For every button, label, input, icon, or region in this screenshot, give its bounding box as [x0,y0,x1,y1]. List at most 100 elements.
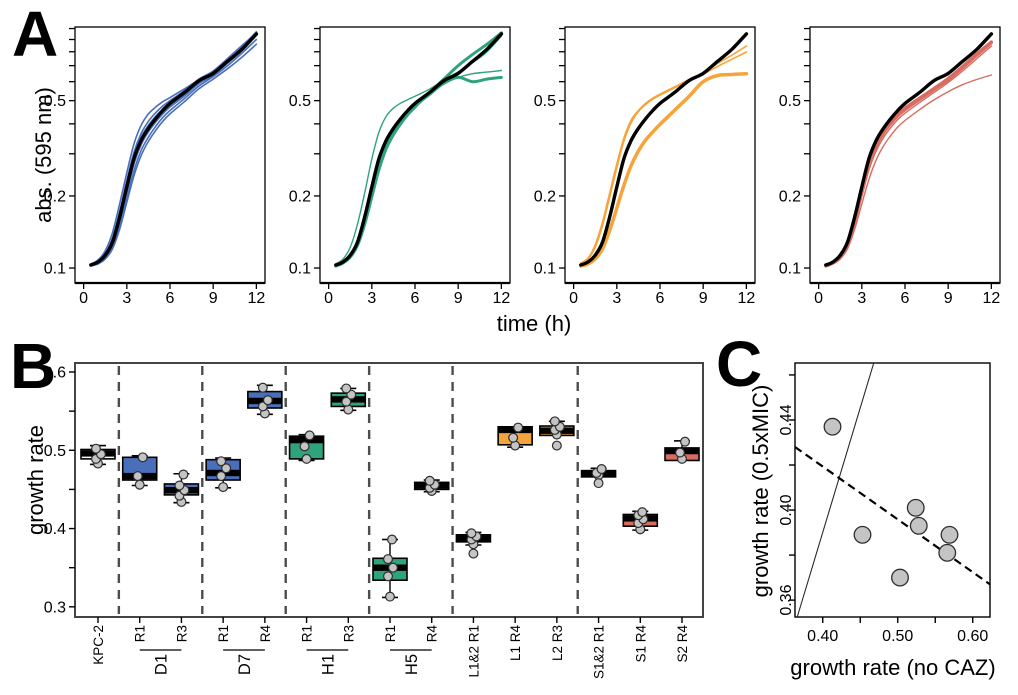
data-point [637,507,648,518]
box-group [205,456,241,493]
data-point [132,471,143,482]
panel-a-x-axis-title: time (h) [496,311,572,336]
scatter-point [909,516,928,535]
x-tick-label: 9 [454,290,463,307]
y-tick-label: 0.5 [44,443,66,460]
panel-c-label: C [716,328,763,400]
y-tick-label: 0.6 [44,365,66,382]
group-label: D1 [153,654,171,675]
box-group [413,475,450,496]
scatter-point [823,417,842,436]
y-tick-label: 0.5 [534,93,556,110]
x-tick-label: 12 [982,290,1000,307]
x-tick-label: S1&2 R1 [592,625,607,679]
data-point [218,482,229,493]
y-tick-label: 0.40 [778,494,795,525]
y-tick-label: 0.1 [44,261,66,278]
panel-b-label: B [10,330,57,402]
scatter-point [938,543,957,562]
x-tick-label: 9 [209,290,218,307]
x-tick-label: R3 [174,625,189,642]
growth-subplot-4: 0.1 0.2 0.5 0 3 6 9 12 [779,26,1001,307]
data-point [424,475,435,486]
scatter-point [940,525,959,544]
data-point [341,383,352,394]
x-tick-label: R1 [133,625,148,642]
data-point [221,463,232,474]
plot-frame [564,26,756,284]
x-tick-label: 9 [944,290,953,307]
scatter-point [906,498,925,517]
y-tick-label: 0.36 [778,584,795,615]
replicate-curve [90,43,258,267]
y-tick-label: 0.44 [778,404,795,435]
panel-c-y-axis-title: growth rate (0.5xMIC) [748,384,773,598]
trend-line [794,446,991,586]
x-tick-label: 9 [699,290,708,307]
data-point [90,443,101,454]
boxplot-panel: 0.3 0.4 0.5 0.6 KPC-2 R1 R3 R1 R4 R1 R3 R1 R4 L1&2 R1… [44,362,704,679]
panel-a-y-axis-title: abs. (595 nm) [31,87,56,223]
y-tick-label: 0.5 [44,93,66,110]
x-tick-label: 0.40 [807,628,838,645]
x-tick-label: 0 [814,290,823,307]
x-tick-label: 3 [857,290,866,307]
plot-frame [319,26,511,284]
data-point [299,441,310,452]
data-point [549,416,560,427]
x-tick-label: 0.60 [957,628,988,645]
plot-frame [794,362,991,618]
data-point [388,562,399,573]
growth-subplot-1: 0.1 0.2 0.5 0 3 6 9 12 [44,26,266,307]
x-tick-label: 12 [492,290,510,307]
x-tick-label: 3 [122,290,131,307]
y-tick-label: 0.5 [779,93,801,110]
data-point [341,396,352,407]
x-tick-label: 6 [656,290,665,307]
x-tick-label: KPC-2 [91,625,106,665]
data-point [383,571,394,582]
outlier-point [551,440,562,451]
y-tick-label: 0.3 [44,599,66,616]
data-point [385,591,396,602]
data-point [596,464,607,475]
x-tick-label: L1 R4 [508,625,523,662]
x-tick-label: 0 [79,290,88,307]
x-tick-label: S2 R4 [675,625,690,663]
box-group [330,383,367,415]
replicate-curve [825,74,993,267]
data-point [137,452,148,463]
data-point [466,528,477,539]
x-tick-label: R4 [258,625,273,643]
x-tick-label: 6 [901,290,910,307]
mean-curve [824,32,994,267]
y-tick-label: 0.1 [534,261,556,278]
x-tick-label: R1 [300,625,315,642]
plot-frame [809,26,1001,284]
x-tick-label: R1 [383,625,398,642]
box-group [539,416,575,451]
x-tick-label: 6 [166,290,175,307]
x-tick-label: L2 R3 [550,625,565,661]
x-tick-label: L1&2 R1 [466,625,481,678]
box-group [121,452,158,490]
identity-line [796,362,875,618]
data-point [134,479,145,490]
data-point [178,469,189,480]
data-point [513,422,524,433]
y-tick-label: 0.5 [289,93,311,110]
growth-subplot-2: 0.1 0.2 0.5 0 3 6 9 12 [289,26,511,307]
mean-curve [89,32,259,267]
x-tick-label: 0 [569,290,578,307]
box-group [664,436,700,464]
replicate-curve [579,71,749,268]
y-tick-label: 0.1 [779,261,801,278]
data-point [216,456,227,467]
scatter-point [853,525,872,544]
data-point [304,430,315,441]
panel-b-y-axis-title: growth rate [23,424,48,536]
box-group [247,382,283,419]
x-tick-label: 3 [367,290,376,307]
